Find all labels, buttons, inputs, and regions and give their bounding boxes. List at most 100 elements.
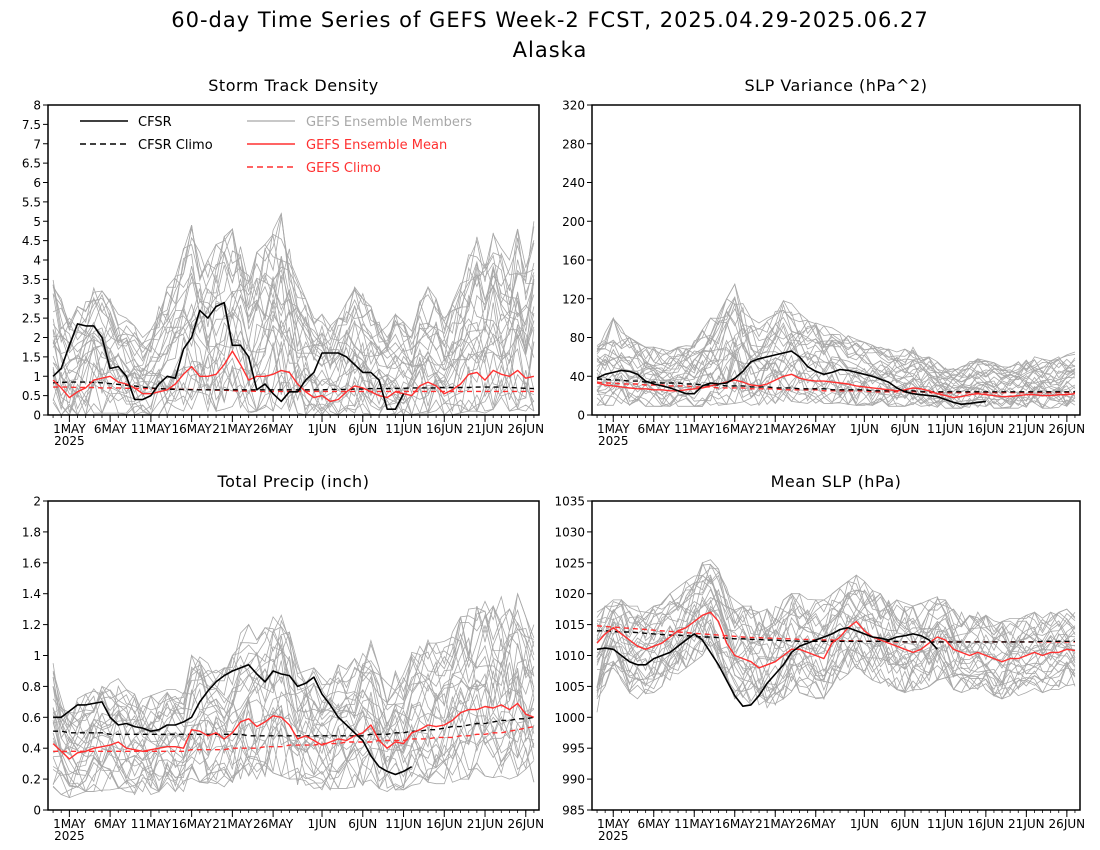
ensemble-member-line (596, 296, 1076, 380)
ensemble-member-line (596, 343, 1076, 397)
ensemble-member-line (52, 632, 535, 736)
x-tick-label: 21JUN (467, 422, 504, 436)
ensemble-mean-line (596, 611, 1076, 669)
x-tick-label: 26JUN (507, 817, 544, 831)
x-tick-label: 11MAY (131, 422, 172, 436)
y-tick-label: 8 (33, 99, 41, 113)
y-tick-label: 320 (562, 99, 585, 113)
y-tick-label: 5 (33, 215, 41, 229)
y-tick-label: 2 (33, 495, 41, 509)
ensemble-member-line (596, 640, 1076, 704)
y-tick-label: 995 (562, 742, 585, 756)
x-year-label: 2025 (54, 434, 85, 448)
x-tick-label: 16JUN (968, 422, 1005, 436)
x-tick-label: 26MAY (253, 422, 294, 436)
x-tick-label: 21JUN (467, 817, 504, 831)
x-tick-label: 26JUN (1049, 422, 1086, 436)
y-tick-label: 3.5 (22, 273, 41, 287)
y-tick-label: 1.8 (22, 525, 41, 539)
panel-title-total-precip: Total Precip (inch) (217, 472, 370, 491)
ensemble-member-line (52, 604, 535, 729)
plot-frame (47, 104, 540, 416)
y-tick-label: 0.6 (22, 711, 41, 725)
ensemble-member-line (596, 298, 1076, 378)
ensemble-member-line (596, 588, 1076, 671)
figure-subtitle: Alaska (513, 38, 588, 62)
x-tick-label: 6MAY (94, 422, 127, 436)
y-tick-label: 0 (33, 804, 41, 818)
x-tick-label: 21JUN (1008, 422, 1045, 436)
ensemble-member-line (596, 341, 1076, 399)
x-tick-label: 6JUN (348, 817, 377, 831)
ensemble-member-line (52, 213, 535, 346)
x-tick-label: 21MAY (755, 817, 796, 831)
y-tick-label: 1030 (554, 525, 585, 539)
gefs-climo-line (53, 386, 534, 393)
ensemble-mean-line (52, 350, 535, 403)
x-tick-label: 6MAY (637, 422, 670, 436)
y-tick-label: 1.6 (22, 556, 41, 570)
cfsr-line (596, 626, 938, 708)
ensemble-member-line (596, 637, 1076, 713)
ensemble-member-line (52, 673, 535, 761)
ensemble-member-line (52, 592, 535, 715)
panel-total-precip: Total Precip (inch) 0 0.2 0.4 0.6 0.8 1 1.2 1.4 1… (22, 472, 544, 843)
x-tick-label: 11JUN (927, 422, 964, 436)
y-tick-label: 1 (33, 370, 41, 384)
x-tick-label: 16MAY (715, 422, 756, 436)
ensemble-member-line (596, 635, 1076, 706)
ensemble-member-line (596, 306, 1076, 383)
legend-ens-mean-label: GEFS Ensemble Mean (306, 138, 447, 153)
y-tick-label: 2.5 (22, 312, 41, 326)
y-tick-label: 985 (562, 804, 585, 818)
y-tick-label: 4.5 (22, 234, 41, 248)
x-tick-label: 26JUN (1049, 817, 1086, 831)
ensemble-member-line (596, 384, 1076, 409)
cfsr-line (596, 350, 986, 406)
ensemble-member-line (52, 638, 535, 751)
ensemble-member-line (52, 263, 535, 377)
ensemble-mean-line (52, 702, 535, 760)
ensemble-member-line (52, 623, 535, 747)
y-tick-label: 0.5 (22, 389, 41, 403)
y-tick-label: 7 (33, 137, 41, 151)
x-tick-label: 6MAY (94, 817, 127, 831)
x-tick-label: 1MAY (53, 817, 86, 831)
legend: CFSR CFSR Climo GEFS Ensemble Members GE… (80, 115, 472, 176)
x-tick-label: 11MAY (674, 422, 715, 436)
y-tick-label: 1 (33, 649, 41, 663)
ensemble-member-line (596, 571, 1076, 636)
x-year-label: 2025 (598, 829, 629, 843)
y-tick-label: 1025 (554, 556, 585, 570)
y-tick-label: 280 (562, 137, 585, 151)
y-tick-label: 80 (570, 331, 585, 345)
ensemble-member-line (596, 597, 1076, 670)
x-tick-label: 16MAY (715, 817, 756, 831)
y-tick-label: 1.2 (22, 618, 41, 632)
x-tick-label: 1JUN (308, 422, 337, 436)
ensemble-member-line (596, 369, 1076, 406)
y-tick-label: 200 (562, 215, 585, 229)
y-tick-label: 990 (562, 773, 585, 787)
panel-slp-variance: SLP Variance (hPa^2) 0 40 80 120 160 200 240 280… (562, 76, 1085, 448)
x-tick-label: 21MAY (212, 817, 253, 831)
y-tick-label: 6 (33, 176, 41, 190)
x-tick-label: 6JUN (890, 422, 919, 436)
ensemble-member-line (52, 266, 535, 368)
legend-gefs-climo-label: GEFS Climo (306, 161, 381, 176)
ensemble-member-line (52, 306, 535, 398)
ensemble-member-line (596, 621, 1076, 709)
x-tick-label: 16JUN (426, 817, 463, 831)
y-tick-label: 240 (562, 176, 585, 190)
panel-title-slp-variance: SLP Variance (hPa^2) (745, 76, 928, 95)
y-tick-label: 120 (562, 292, 585, 306)
ensemble-member-line (596, 595, 1076, 678)
ensemble-member-line (596, 616, 1076, 702)
ensemble-member-line (596, 633, 1076, 706)
ensemble-member-line (52, 237, 534, 360)
y-tick-label: 5.5 (22, 195, 41, 209)
y-tick-label: 1020 (554, 587, 585, 601)
x-year-label: 2025 (54, 829, 85, 843)
ensemble-member-line (52, 276, 535, 387)
